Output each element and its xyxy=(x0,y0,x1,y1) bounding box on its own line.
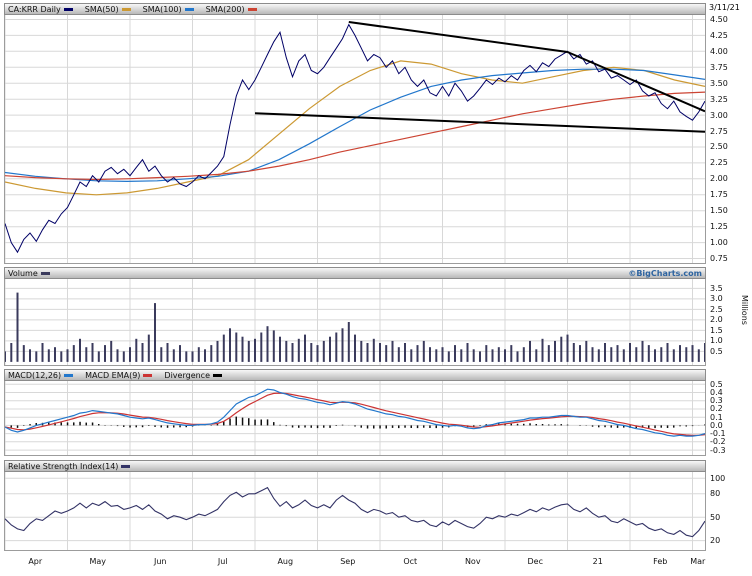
price-panel-header: CA:KRR Daily SMA(50) SMA(100) SMA(200) xyxy=(4,3,706,15)
y-axis-tick-label: 1.0 xyxy=(710,336,723,346)
y-axis-tick-label: 0.2 xyxy=(710,404,723,414)
y-axis-tick-label: 0.5 xyxy=(710,346,723,356)
legend-item-macd: MACD(12,26) xyxy=(8,370,74,380)
volume-label: Volume xyxy=(8,268,38,278)
sma50-label: SMA(50) xyxy=(84,4,119,14)
y-axis-tick-label: 1.00 xyxy=(710,238,728,248)
y-axis-tick-label: 2.75 xyxy=(710,126,728,136)
y-axis-tick-label: 4.00 xyxy=(710,46,728,56)
x-axis-month-label: May xyxy=(89,557,107,566)
legend-item-sma200: SMA(200) xyxy=(206,5,257,14)
legend-item-sma100: SMA(100) xyxy=(143,5,194,14)
sma100-swatch xyxy=(184,7,194,11)
y-axis-tick-label: 1.5 xyxy=(710,325,723,335)
rsi-plot-area xyxy=(4,472,706,551)
legend-item-volume: Volume xyxy=(8,269,50,278)
macd-panel-header: MACD(12,26) MACD EMA(9) Divergence xyxy=(4,369,706,381)
symbol-title: CA:KRR Daily xyxy=(8,4,61,14)
date-label: 3/11/21 xyxy=(709,3,740,12)
y-axis-tick-label: -0.2 xyxy=(710,437,726,447)
x-axis-month-label: Mar xyxy=(690,557,706,566)
y-axis-tick-label: 50 xyxy=(710,512,721,522)
y-axis-tick-label: -0.3 xyxy=(710,445,726,455)
legend-item-rsi: Relative Strength Index(14) xyxy=(8,461,131,471)
x-axis-month-label: Oct xyxy=(403,557,418,566)
volume-chart-svg xyxy=(5,279,705,365)
macd-label: MACD(12,26) xyxy=(8,370,62,380)
y-axis-tick-label: 0.5 xyxy=(710,379,723,389)
y-axis-tick-label: 1.25 xyxy=(710,222,728,232)
rsi-swatch xyxy=(121,464,131,468)
sma100-label: SMA(100) xyxy=(142,4,182,14)
bigcharts-watermark: ©BigCharts.com xyxy=(628,268,702,278)
y-axis-tick-label: 3.50 xyxy=(710,78,728,88)
x-axis-month-label: 21 xyxy=(592,557,603,566)
x-axis-month-label: Jun xyxy=(154,557,167,566)
y-axis-tick-label: 4.25 xyxy=(710,30,728,40)
y-axis-tick-label: 3.00 xyxy=(710,110,728,120)
y-axis-tick-label: 2.5 xyxy=(710,304,723,314)
rsi-chart-svg xyxy=(5,472,705,550)
y-axis-tick-label: 0.1 xyxy=(710,412,723,422)
y-axis-tick-label: 3.5 xyxy=(710,283,723,293)
price-line-swatch xyxy=(63,7,73,11)
x-axis-month-label: Aug xyxy=(277,557,294,566)
y-axis-tick-label: 4.50 xyxy=(710,14,728,24)
x-axis-month-label: Apr xyxy=(28,557,43,566)
sma200-label: SMA(200) xyxy=(205,4,245,14)
y-axis-tick-label: 3.0 xyxy=(710,294,723,304)
y-axis-tick-label: 1.75 xyxy=(710,190,728,200)
legend-item-symbol: CA:KRR Daily xyxy=(8,5,73,14)
divergence-label: Divergence xyxy=(164,370,210,380)
divergence-swatch xyxy=(213,373,222,377)
volume-swatch xyxy=(40,271,50,275)
sma50-swatch xyxy=(121,7,131,11)
legend-item-sma50: SMA(50) xyxy=(85,5,131,14)
volume-panel-header: Volume ©BigCharts.com xyxy=(4,267,706,279)
macd-ema-swatch xyxy=(143,373,153,377)
volume-plot-area xyxy=(4,279,706,366)
y-axis-tick-label: 0.3 xyxy=(710,396,723,406)
x-axis-month-label: Sep xyxy=(340,557,356,566)
x-axis-month-label: Nov xyxy=(464,557,481,566)
y-axis-tick-label: 2.50 xyxy=(710,142,728,152)
sma200-swatch xyxy=(247,7,257,11)
y-axis-tick-label: 100 xyxy=(710,473,726,483)
y-axis-tick-label: 2.00 xyxy=(710,174,728,184)
y-axis-tick-label: 2.25 xyxy=(710,158,728,168)
rsi-panel-header: Relative Strength Index(14) xyxy=(4,460,706,472)
y-axis-tick-label: 0.75 xyxy=(710,254,728,264)
macd-line-swatch xyxy=(64,373,74,377)
legend-item-macd-ema: MACD EMA(9) xyxy=(85,370,153,380)
rsi-label: Relative Strength Index(14) xyxy=(8,461,119,471)
y-axis-tick-label: 80 xyxy=(710,489,721,499)
x-axis-month-label: Jul xyxy=(217,557,228,566)
price-chart-svg xyxy=(5,15,705,263)
y-axis-tick-label: 3.75 xyxy=(710,62,728,72)
x-axis-month-label: Feb xyxy=(653,557,668,566)
y-axis-tick-label: 0.0 xyxy=(710,420,723,430)
y-axis-tick-label: 0.4 xyxy=(710,388,723,397)
macd-ema-label: MACD EMA(9) xyxy=(85,370,141,380)
x-axis-month-label: Dec xyxy=(527,557,543,566)
y-axis-tick-label: 1.50 xyxy=(710,206,728,216)
price-plot-area xyxy=(4,15,706,264)
y-axis-tick-label: -0.1 xyxy=(710,429,726,439)
y-axis-tick-label: 2.0 xyxy=(710,315,723,325)
y-axis-tick-label: 20 xyxy=(710,536,721,546)
macd-chart-svg xyxy=(5,381,705,455)
macd-plot-area xyxy=(4,381,706,456)
legend-item-divergence: Divergence xyxy=(164,371,222,380)
y-axis-tick-label: 3.25 xyxy=(710,94,728,104)
volume-axis-unit-label: Millions xyxy=(740,295,749,325)
